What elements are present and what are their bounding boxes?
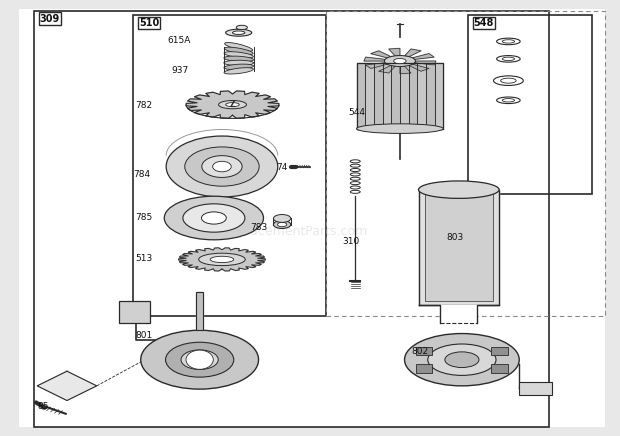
Bar [34, 11, 549, 427]
Polygon shape [409, 63, 417, 129]
Text: 785: 785 [135, 213, 153, 222]
Text: 510: 510 [139, 18, 159, 28]
Ellipse shape [213, 161, 231, 172]
Bar [492, 364, 508, 373]
Polygon shape [400, 63, 409, 129]
Ellipse shape [428, 344, 496, 375]
Text: 74: 74 [276, 164, 287, 173]
Ellipse shape [183, 204, 245, 232]
Ellipse shape [226, 29, 252, 36]
Polygon shape [356, 63, 365, 129]
Ellipse shape [198, 253, 245, 266]
Ellipse shape [224, 56, 254, 61]
Bar [119, 301, 150, 323]
Ellipse shape [141, 330, 259, 389]
Text: 801: 801 [135, 331, 153, 341]
Ellipse shape [219, 101, 246, 109]
Text: 544: 544 [348, 108, 365, 117]
Text: 802: 802 [411, 347, 428, 356]
Polygon shape [383, 63, 391, 129]
Polygon shape [196, 292, 203, 330]
Polygon shape [417, 63, 426, 129]
Ellipse shape [404, 334, 520, 386]
Ellipse shape [445, 352, 479, 368]
Polygon shape [391, 63, 400, 129]
Ellipse shape [278, 222, 286, 227]
Bar [492, 347, 508, 355]
Polygon shape [435, 63, 443, 129]
Bar [326, 11, 604, 316]
Ellipse shape [224, 47, 253, 54]
Text: 803: 803 [446, 233, 464, 242]
Ellipse shape [224, 52, 254, 58]
Ellipse shape [384, 56, 415, 67]
Polygon shape [186, 91, 279, 118]
Ellipse shape [226, 102, 239, 107]
Text: Z: Z [229, 100, 236, 109]
Ellipse shape [273, 221, 291, 228]
Text: eReplacementParts.com: eReplacementParts.com [215, 225, 368, 238]
Polygon shape [365, 63, 374, 129]
Bar [519, 382, 552, 395]
Polygon shape [440, 305, 477, 323]
Text: 513: 513 [135, 254, 153, 263]
Ellipse shape [202, 212, 226, 224]
Ellipse shape [185, 147, 259, 186]
Text: 548: 548 [474, 18, 494, 28]
Ellipse shape [202, 156, 242, 177]
Text: 937: 937 [172, 66, 189, 75]
Ellipse shape [232, 31, 245, 34]
Ellipse shape [224, 60, 254, 65]
Ellipse shape [418, 181, 499, 198]
Text: 782: 782 [135, 101, 153, 110]
Polygon shape [418, 190, 499, 305]
Ellipse shape [210, 256, 234, 262]
Polygon shape [374, 63, 383, 129]
Ellipse shape [224, 43, 253, 51]
Polygon shape [364, 48, 436, 74]
Polygon shape [179, 248, 265, 271]
Polygon shape [356, 63, 443, 129]
Circle shape [186, 350, 213, 369]
Ellipse shape [164, 196, 264, 240]
Polygon shape [37, 371, 97, 401]
Text: 309: 309 [40, 14, 60, 24]
Ellipse shape [273, 215, 291, 222]
Ellipse shape [394, 58, 406, 64]
Text: 85: 85 [37, 402, 49, 411]
Ellipse shape [224, 64, 254, 70]
Ellipse shape [356, 124, 443, 133]
Bar [425, 194, 493, 301]
Ellipse shape [181, 350, 218, 370]
Polygon shape [426, 63, 435, 129]
Ellipse shape [224, 68, 254, 74]
Text: 615A: 615A [167, 36, 191, 45]
Ellipse shape [236, 25, 247, 30]
Bar [468, 15, 592, 194]
Ellipse shape [166, 342, 234, 377]
Ellipse shape [166, 136, 278, 197]
Bar [416, 364, 432, 373]
Bar [416, 347, 432, 355]
Bar [133, 15, 326, 316]
Text: 784: 784 [133, 170, 151, 179]
Text: 783: 783 [250, 223, 267, 232]
Text: 310: 310 [342, 237, 360, 246]
